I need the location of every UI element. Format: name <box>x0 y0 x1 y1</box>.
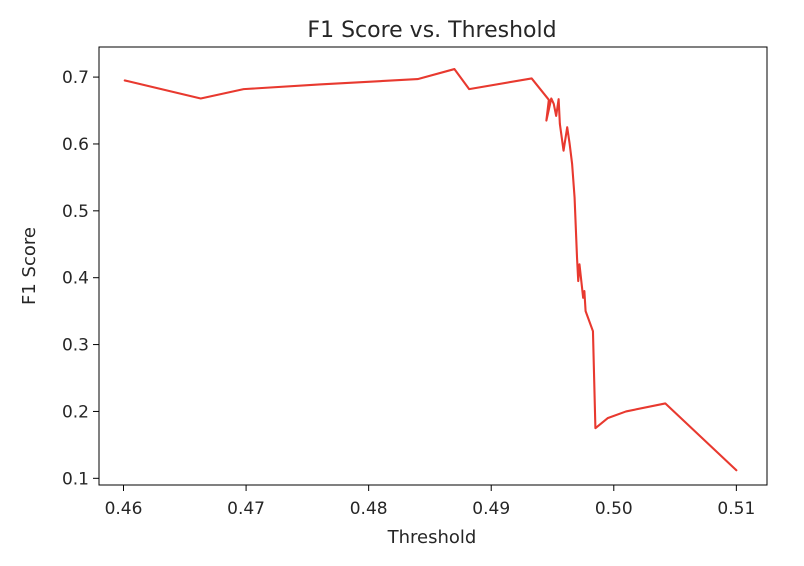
y-tick-label: 0.6 <box>62 135 89 155</box>
x-tick-label: 0.48 <box>350 499 388 519</box>
plot-frame <box>98 46 768 486</box>
x-tick-label: 0.46 <box>105 499 143 519</box>
f1-score-series-line <box>123 68 738 472</box>
y-tick-label: 0.1 <box>62 469 89 489</box>
y-tick-label: 0.3 <box>62 336 89 356</box>
x-tick-label: 0.49 <box>472 499 510 519</box>
x-tick-label: 0.47 <box>227 499 265 519</box>
x-axis-label: Threshold <box>387 527 477 548</box>
y-tick-label: 0.2 <box>62 402 89 422</box>
y-tick-label: 0.7 <box>62 68 89 88</box>
x-tick-label: 0.50 <box>595 499 633 519</box>
tick-group <box>93 76 737 491</box>
y-tick-label: 0.4 <box>62 269 89 289</box>
y-tick-label: 0.5 <box>62 202 89 222</box>
x-tick-label: 0.51 <box>717 499 755 519</box>
y-axis-label: F1 Score <box>19 227 40 305</box>
chart-title: F1 Score vs. Threshold <box>307 18 556 43</box>
tick-label-group: 0.46 0.47 0.48 0.49 0.50 0.51 0.1 0.2 0.3 0.4 0.5 0… <box>62 68 755 519</box>
